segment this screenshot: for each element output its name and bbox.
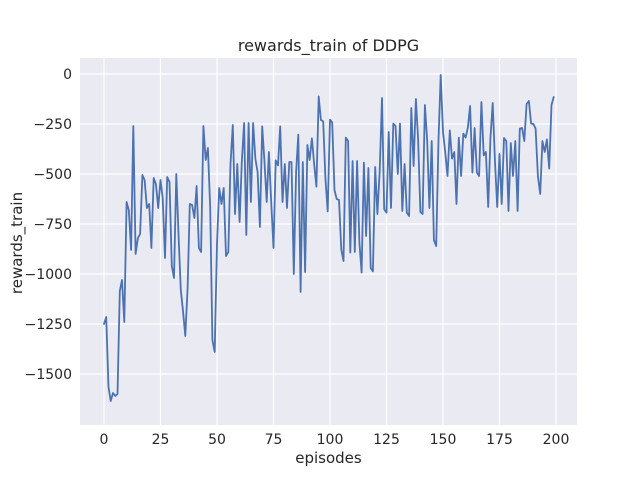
y-tick-label: −1000: [25, 267, 72, 283]
y-tick-label: −250: [34, 117, 72, 133]
x-tick-label: 200: [543, 432, 570, 448]
x-tick-label: 150: [430, 432, 457, 448]
x-tick-label: 75: [265, 432, 283, 448]
axes-background: [80, 58, 577, 425]
x-tick-label: 0: [100, 432, 109, 448]
x-tick-label: 125: [373, 432, 400, 448]
line-series-rewards_train: [103, 74, 555, 402]
y-tick-label: −500: [34, 167, 72, 183]
x-axis-label: episodes: [295, 449, 362, 467]
x-tick-label: 100: [317, 432, 344, 448]
x-tick-label: 175: [486, 432, 513, 448]
x-tick-label: 50: [208, 432, 226, 448]
y-tick-label: −1250: [25, 317, 72, 333]
y-tick-label: 0: [63, 67, 72, 83]
y-axis-label: rewards_train: [8, 191, 26, 295]
y-tick-label: −750: [34, 217, 72, 233]
y-tick-label: −1500: [25, 367, 72, 383]
x-tick-label: 25: [152, 432, 170, 448]
chart-title: rewards_train of DDPG: [237, 36, 420, 55]
